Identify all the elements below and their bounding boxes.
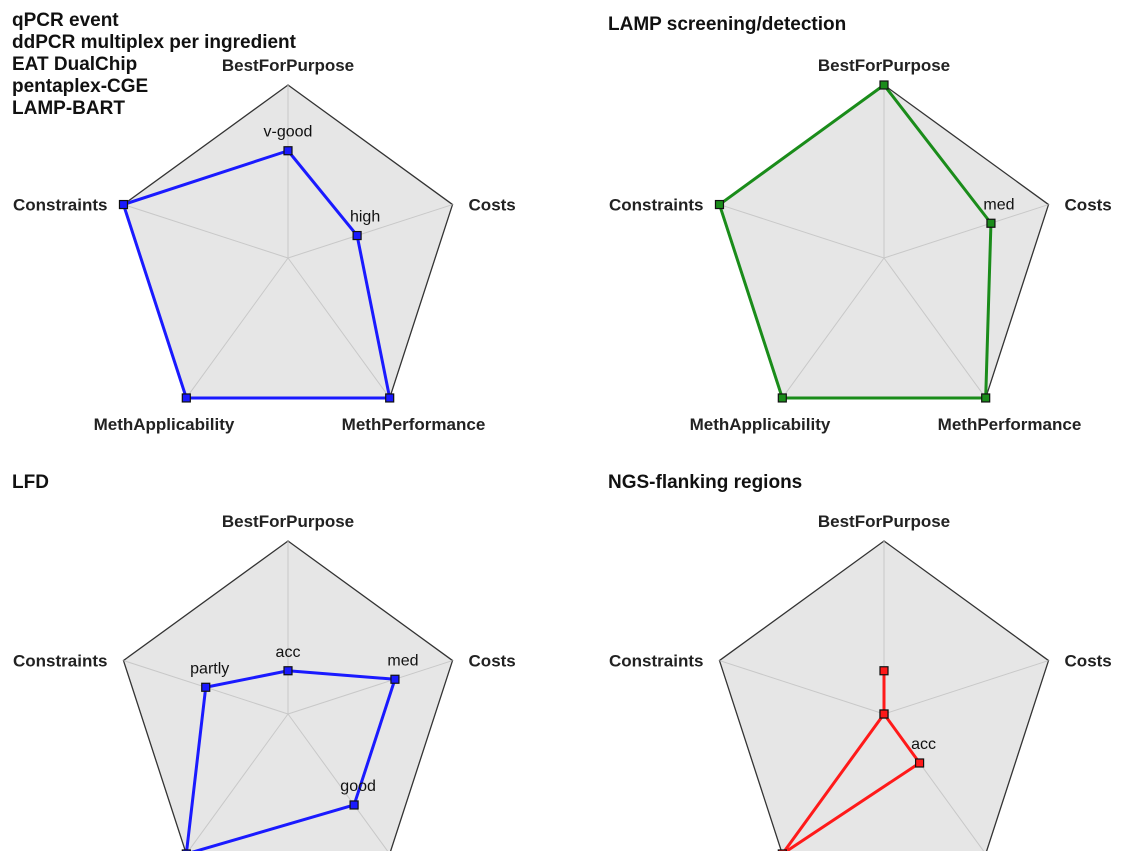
radar-spoke [185,257,289,399]
data-point [879,709,889,719]
chart-title-line: LAMP screening/detection [608,14,847,35]
axis-label: Constraints [609,652,703,671]
data-point [879,80,889,90]
chart-title-line: LFD [12,472,49,493]
data-point [283,146,293,156]
chart-title-line: NGS-flanking regions [608,472,803,493]
radar-spoke [883,660,1049,715]
data-point [385,393,395,403]
axis-label: Constraints [13,196,107,215]
chart-title-3: LFD [12,472,49,494]
data-point [714,199,725,210]
series-line [121,149,392,400]
data-point [201,682,211,692]
data-point [879,666,889,676]
data-label: good [340,778,376,795]
data-point [777,849,787,851]
axis-label: MethApplicability [690,415,831,434]
radar-spoke [123,204,289,259]
axis-label: Costs [1065,652,1112,671]
chart-title-line: LAMP-BART [12,98,125,119]
axis-label: Constraints [609,196,703,215]
data-point [283,666,293,676]
chart-title-line: ddPCR multiplex per ingredient [12,32,296,53]
chart-title-line: pentaplex-CGE [12,76,149,97]
series-line [185,669,397,851]
data-label: med [387,652,418,669]
radar-spoke [287,204,453,259]
axis-label: MethPerformance [342,415,486,434]
chart-title-4: NGS-flanking regions [608,472,802,494]
data-label: acc [276,644,301,661]
radar-spoke [883,257,987,399]
data-point [118,199,129,210]
data-point [981,393,991,403]
chart-title-line: EAT DualChip [12,54,138,75]
axis-label: MethApplicability [94,415,235,434]
data-label: high [350,209,380,226]
radar-spoke [287,660,453,715]
axis-label: Costs [469,196,516,215]
axis-label: BestForPurpose [222,56,354,75]
axis-label: Costs [469,652,516,671]
radar-spoke [883,204,1049,259]
radar-spoke [781,257,885,399]
data-point [914,758,925,768]
axis-label: BestForPurpose [222,512,354,531]
radar-spoke [287,713,389,851]
data-label: acc [911,736,936,753]
axis-label: Costs [1065,196,1112,215]
radar-spoke [719,204,885,259]
chart-title-1: qPCR event ddPCR multiplex per ingredient… [12,10,296,120]
data-label: partly [190,660,229,677]
data-point [777,393,787,403]
radar-spoke [287,257,391,399]
data-point [986,218,996,228]
radar-spoke [187,713,289,851]
series-line [717,83,993,400]
data-point [349,800,359,810]
axis-label: Constraints [13,652,107,671]
chart-title-2: LAMP screening/detection [608,14,846,36]
data-label: v-good [264,124,313,141]
data-point [390,674,400,684]
radar-spoke [719,660,885,715]
axis-label: BestForPurpose [818,512,950,531]
series-line [782,669,922,851]
data-point [181,393,191,403]
data-point [181,849,191,851]
data-label: med [983,196,1014,213]
chart-title-line: qPCR event [12,10,119,31]
axis-label: BestForPurpose [818,56,950,75]
data-point [352,230,362,241]
axis-label: MethPerformance [938,415,1082,434]
